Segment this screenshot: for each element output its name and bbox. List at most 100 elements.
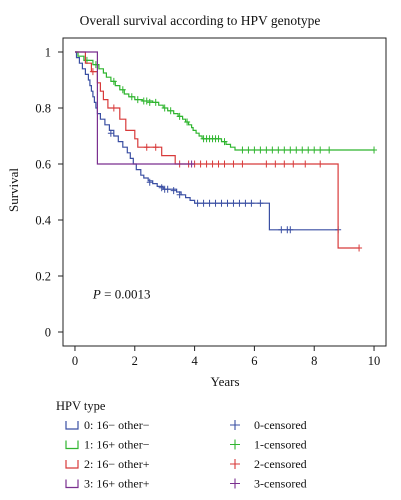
y-tick-label: 1 — [45, 46, 51, 60]
censor-mark-1 — [326, 146, 333, 154]
x-tick-label: 2 — [132, 354, 138, 368]
censor-mark-0 — [257, 199, 264, 207]
censor-mark-2 — [209, 160, 216, 168]
y-tick-label: 0.8 — [35, 102, 51, 116]
censor-mark-1 — [371, 146, 378, 154]
x-tick-label: 0 — [72, 354, 78, 368]
legend: HPV type 0: 16− other− 1: 16+ other− 2: 16… — [56, 399, 307, 491]
censor-mark-2 — [302, 160, 309, 168]
censor-mark-0 — [194, 199, 201, 207]
censor-mark-1 — [275, 146, 282, 154]
censor-mark-0 — [200, 199, 207, 207]
censor-mark-0 — [278, 226, 285, 234]
legend-line-label-3: 3: 16+ other+ — [84, 477, 150, 491]
x-tick-label: 8 — [311, 354, 317, 368]
survival-curve-0 — [75, 51, 339, 231]
censor-mark-1 — [152, 98, 159, 106]
x-axis-label: Years — [210, 374, 239, 389]
y-tick-label: 0.4 — [35, 214, 51, 228]
censor-mark-2 — [215, 160, 222, 168]
legend-censor-label-3: 3-censored — [254, 477, 307, 491]
censor-mark-2 — [272, 160, 279, 168]
censor-mark-0 — [242, 199, 249, 207]
censor-mark-1 — [184, 118, 191, 126]
survival-curve-3 — [75, 51, 195, 165]
censor-mark-2 — [89, 68, 96, 76]
legend-line-swatch-2 — [65, 460, 79, 469]
censor-mark-1 — [215, 135, 222, 143]
censor-mark-1 — [245, 146, 252, 154]
legend-line-swatch-0 — [65, 421, 79, 430]
legend-censor-swatch-2 — [230, 459, 240, 469]
censor-mark-0 — [107, 129, 114, 137]
censor-mark-2 — [197, 160, 204, 168]
legend-censor-label-0: 0-censored — [254, 418, 307, 432]
y-axis-label: Survival — [6, 168, 21, 212]
legend-title: HPV type — [56, 399, 106, 413]
legend-line-label-0: 0: 16− other− — [84, 418, 150, 432]
censor-mark-1 — [287, 146, 294, 154]
censor-mark-1 — [128, 93, 135, 101]
legend-censor-swatch-0 — [230, 420, 240, 430]
censor-mark-1 — [257, 146, 264, 154]
censor-mark-1 — [311, 146, 318, 154]
y-tick-label: 0.2 — [35, 270, 51, 284]
censor-mark-3 — [188, 160, 195, 168]
censor-mark-0 — [164, 185, 171, 193]
censor-mark-1 — [167, 107, 174, 115]
legend-line-label-1: 1: 16+ other− — [84, 438, 150, 452]
censor-mark-2 — [281, 160, 288, 168]
censor-mark-0 — [176, 191, 183, 199]
censor-mark-0 — [158, 184, 165, 192]
legend-censor-swatch-3 — [230, 478, 240, 489]
censor-mark-1 — [119, 86, 126, 94]
censor-mark-2 — [230, 160, 237, 168]
censor-mark-0 — [170, 187, 177, 195]
censor-mark-2 — [263, 160, 270, 168]
censor-mark-0 — [287, 226, 294, 234]
censor-mark-0 — [224, 199, 231, 207]
censor-mark-1 — [239, 146, 246, 154]
censor-mark-0 — [230, 199, 237, 207]
censor-mark-1 — [110, 77, 117, 85]
censor-mark-1 — [299, 146, 306, 154]
legend-censor-label-2: 2-censored — [254, 457, 307, 471]
censor-mark-0 — [236, 199, 243, 207]
x-tick-label: 6 — [251, 354, 257, 368]
censor-mark-2 — [290, 160, 297, 168]
censor-mark-1 — [305, 146, 312, 154]
censor-mark-1 — [263, 146, 270, 154]
p-value-symbol: P — [92, 286, 101, 301]
censor-mark-0 — [212, 199, 219, 207]
censor-mark-1 — [161, 104, 168, 112]
censor-mark-2 — [152, 143, 159, 151]
censor-mark-0 — [146, 178, 153, 186]
censor-mark-1 — [143, 97, 150, 105]
chart-title: Overall survival according to HPV genoty… — [80, 13, 321, 28]
censor-mark-0 — [206, 199, 213, 207]
censor-mark-2 — [221, 160, 228, 168]
censor-mark-1 — [134, 96, 141, 104]
plot-frame — [62, 37, 387, 347]
censor-mark-1 — [293, 146, 300, 154]
legend-censor-label-1: 1-censored — [254, 438, 307, 452]
y-tick-label: 0.6 — [35, 158, 51, 172]
censor-mark-2 — [239, 160, 246, 168]
censor-mark-1 — [269, 146, 276, 154]
legend-line-swatch-1 — [65, 440, 79, 450]
censor-mark-0 — [218, 199, 225, 207]
plot-area: 0 2 4 6 8 10 0 0.2 0.4 0.6 0.8 1 — [35, 37, 387, 368]
y-tick-label: 0 — [45, 326, 51, 340]
legend-line-label-2: 2: 16− other+ — [84, 457, 150, 471]
censor-mark-1 — [281, 146, 288, 154]
censor-mark-2 — [317, 160, 324, 168]
censor-mark-1 — [251, 146, 258, 154]
x-tick-label: 10 — [368, 354, 381, 368]
p-value-annotation: P = 0.0013 — [92, 286, 151, 301]
censor-mark-2 — [143, 143, 150, 151]
censor-mark-2 — [356, 244, 363, 252]
censor-mark-2 — [203, 160, 210, 168]
censor-mark-1 — [146, 98, 153, 106]
censor-mark-1 — [317, 146, 324, 154]
